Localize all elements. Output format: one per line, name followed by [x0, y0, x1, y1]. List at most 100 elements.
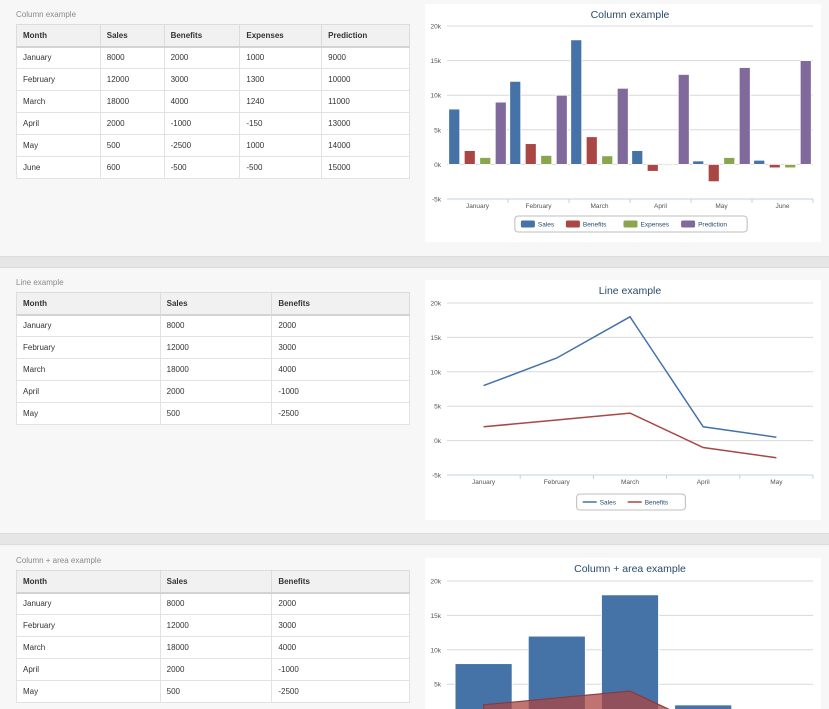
table-cell: -2500 — [271, 402, 410, 425]
y-tick-label: 5k — [434, 404, 442, 411]
bar — [707, 163, 720, 183]
table-cell: March — [16, 636, 161, 659]
table-cell: April — [16, 380, 161, 403]
column-chart-svg: Column example -5k 0k 5k 10k 15k 20k January Feb… — [431, 9, 814, 233]
bar — [674, 704, 733, 709]
table-cell: 18000 — [159, 636, 273, 659]
bar — [555, 94, 568, 165]
section-title: Column + area example — [16, 556, 102, 565]
column-header: Month — [16, 292, 161, 316]
table-row: February 12000 3000 1300 10000 — [16, 68, 410, 91]
table-cell: 4000 — [271, 358, 410, 381]
table-cell: 500 — [159, 680, 273, 703]
y-tick-label: 20k — [431, 579, 442, 586]
table-row: April 2000 -1000 — [16, 380, 410, 403]
table-cell: March — [16, 90, 101, 113]
bar — [585, 136, 598, 165]
section-divider — [0, 256, 829, 268]
legend-label: Sales — [538, 222, 555, 229]
table-row: May 500 -2500 1000 14000 — [16, 134, 410, 157]
table-row: March 18000 4000 — [16, 358, 410, 381]
bar — [540, 155, 553, 165]
line-example-section: Line example Month Sales Benefits January 80… — [0, 268, 829, 533]
area-series — [483, 690, 670, 709]
table-cell: 12000 — [159, 614, 273, 637]
table-cell: 3000 — [271, 614, 410, 637]
bar — [631, 150, 644, 165]
table-cell: April — [16, 112, 101, 135]
table-cell: 11000 — [321, 90, 410, 113]
table-cell: 1240 — [239, 90, 323, 113]
bar — [692, 160, 705, 165]
legend-label: Expenses — [641, 222, 670, 229]
y-tick-label: -5k — [432, 197, 442, 204]
table-row: January 8000 2000 1000 9000 — [16, 46, 410, 69]
table-cell: 14000 — [321, 134, 410, 157]
table-cell: -1000 — [163, 112, 241, 135]
chart-title: Line example — [599, 285, 662, 297]
line-chart-svg: Line example -5k 0k 5k 10k 15k 20k January Febru… — [431, 285, 814, 511]
bar — [600, 594, 660, 709]
table-cell: January — [16, 46, 101, 69]
table-row: May 500 -2500 — [16, 680, 410, 703]
table-header-row: Month Sales Benefits Expenses Prediction — [16, 24, 410, 48]
table-cell: 12000 — [99, 68, 165, 91]
chart-title: Column + area example — [574, 563, 686, 575]
column-header: Sales — [99, 24, 165, 48]
y-tick-label: 15k — [431, 613, 442, 620]
column-area-example-table: Month Sales Benefits January 8000 2000 Februar… — [16, 570, 410, 703]
bar — [753, 159, 766, 165]
table-cell: 13000 — [321, 112, 410, 135]
column-header: Benefits — [163, 24, 241, 48]
column-area-example-section: Column + area example Month Sales Benefits… — [0, 546, 829, 709]
bar — [463, 150, 476, 165]
bar — [448, 108, 461, 165]
table-cell: 9000 — [321, 46, 410, 69]
table-cell: 2000 — [159, 380, 273, 403]
column-header: Sales — [159, 292, 273, 316]
y-tick-label: -5k — [432, 473, 442, 480]
table-header-row: Month Sales Benefits — [16, 570, 410, 594]
bar — [494, 101, 507, 165]
bar — [723, 157, 736, 165]
table-cell: -2500 — [163, 134, 241, 157]
legend-swatch — [565, 220, 580, 228]
table-cell: 12000 — [159, 336, 273, 359]
table-cell: 8000 — [159, 592, 273, 615]
series-line — [483, 412, 777, 459]
bar — [616, 87, 629, 165]
column-example-section: Column example Month Sales Benefits Expense… — [0, 0, 829, 256]
bar — [509, 80, 522, 165]
table-cell: 2000 — [271, 592, 410, 615]
y-tick-label: 10k — [431, 647, 442, 654]
table-cell: June — [16, 156, 101, 179]
table-cell: 4000 — [163, 90, 241, 113]
legend-label: Prediction — [698, 222, 727, 229]
x-tick-label: March — [621, 479, 639, 486]
column-area-example-chart: Column + area example0k5k10k15k20k — [425, 558, 821, 709]
bar — [454, 663, 513, 709]
legend-label: Sales — [600, 500, 617, 507]
table-cell: -2500 — [271, 680, 410, 703]
y-tick-label: 20k — [431, 301, 442, 308]
table-cell: 1000 — [239, 134, 323, 157]
table-cell: 3000 — [163, 68, 241, 91]
column-header: Benefits — [271, 570, 410, 594]
table-cell: 10000 — [321, 68, 410, 91]
table-row: February 12000 3000 — [16, 336, 410, 359]
legend-swatch — [681, 220, 696, 228]
table-cell: 18000 — [159, 358, 273, 381]
table-cell: 1300 — [239, 68, 323, 91]
column-header: Sales — [159, 570, 273, 594]
table-cell: 1000 — [239, 46, 323, 69]
table-row: April 2000 -1000 -150 13000 — [16, 112, 410, 135]
x-tick-label: May — [715, 203, 728, 210]
y-tick-label: 15k — [431, 335, 442, 342]
table-row: May 500 -2500 — [16, 402, 410, 425]
table-cell: 18000 — [99, 90, 165, 113]
section-title: Line example — [16, 278, 64, 287]
x-tick-label: January — [472, 479, 496, 486]
table-row: January 8000 2000 — [16, 592, 410, 615]
column-header: Prediction — [321, 24, 410, 48]
table-cell: 8000 — [99, 46, 165, 69]
